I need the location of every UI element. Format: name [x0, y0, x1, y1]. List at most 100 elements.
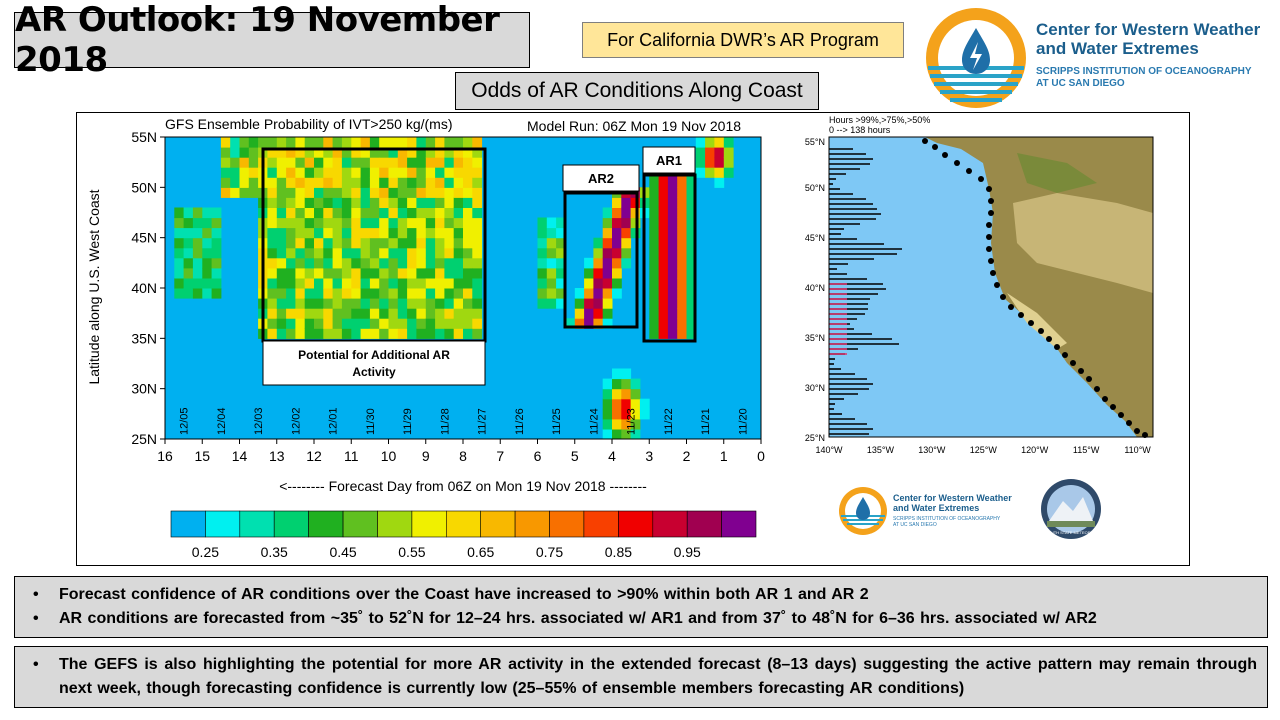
date-tick-label: 12/05 [179, 407, 191, 435]
heatmap-cell [388, 137, 399, 148]
heatmap-cell [444, 277, 455, 289]
heatmap-cell [695, 157, 706, 168]
date-tick-label: 11/21 [700, 408, 712, 435]
date-tick-label: 12/04 [216, 407, 228, 435]
heatmap-cell [695, 147, 706, 158]
heatmap-cell [667, 247, 678, 259]
heatmap-cell [472, 147, 483, 158]
heatmap-cell [351, 147, 362, 158]
heatmap-cell [276, 277, 287, 289]
date-tick-label: 11/30 [365, 408, 377, 435]
heatmap-cell [379, 318, 389, 329]
coast-point [988, 210, 994, 216]
heatmap-cell [593, 267, 604, 279]
heatmap-cell [602, 308, 613, 319]
x-tick-label: 13 [269, 448, 285, 464]
heatmap-cells [174, 137, 734, 440]
heatmap-cell [397, 217, 408, 229]
x-tick-label: 8 [459, 448, 467, 464]
heatmap-cell [444, 227, 455, 239]
heatmap-cell [723, 147, 734, 158]
coast-point [1086, 376, 1092, 382]
heatmap-cell [276, 247, 287, 259]
heatmap-cell [211, 237, 222, 249]
heatmap-cell [546, 277, 557, 289]
heatmap-cell [379, 308, 389, 319]
heatmap-cell [369, 217, 380, 229]
heatmap-cell [453, 298, 464, 309]
heatmap-cell [341, 167, 352, 178]
heatmap-cell [183, 227, 194, 239]
heatmap-cell [323, 308, 334, 319]
heatmap-cell [286, 318, 296, 329]
heatmap-cell [472, 227, 483, 239]
heatmap-cell [416, 157, 427, 168]
bullets-top: • Forecast confidence of AR conditions ov… [14, 576, 1268, 638]
heatmap-cell [267, 267, 278, 279]
heatmap-cell [649, 298, 660, 309]
heatmap-cell [220, 187, 231, 198]
heatmap-cell [612, 247, 622, 259]
heatmap-cell [248, 137, 259, 148]
heatmap-cell [463, 318, 473, 329]
heatmap-cell [174, 227, 185, 239]
heatmap-cell [658, 197, 669, 208]
heatmap-cell [435, 288, 445, 299]
heatmap-cell [593, 237, 604, 249]
coast-map: Hours >99%,>75%,>50% 0 --> 138 hours 55°… [805, 115, 1154, 455]
heatmap-cell [602, 398, 613, 410]
heatmap-cell [276, 318, 287, 329]
heatmap-cell [314, 197, 324, 208]
small-org-line1: Center for Western Weather [893, 493, 1012, 503]
heatmap-cell [621, 368, 632, 380]
heatmap-cell [667, 298, 678, 309]
page-title: AR Outlook: 19 November 2018 [14, 0, 530, 80]
heatmap-cell [667, 227, 678, 239]
heatmap-cell [705, 157, 715, 168]
colorbar-label: 0.55 [398, 544, 425, 560]
heatmap-cell [295, 288, 306, 299]
heatmap-cell [658, 227, 669, 239]
x-tick-label: 0 [757, 448, 765, 464]
heatmap-cell [239, 177, 250, 188]
heatmap-cell [537, 227, 548, 239]
ar1-box [642, 173, 697, 343]
heatmap-cell [667, 207, 678, 219]
heatmap-cell [332, 298, 343, 309]
heatmap-cell [546, 237, 557, 249]
heatmap-cell [295, 177, 306, 188]
heatmap-cell [397, 147, 408, 158]
heatmap-cell [602, 217, 613, 229]
heatmap-cell [435, 267, 445, 279]
heatmap-cell [435, 277, 445, 289]
heatmap-cell [639, 408, 650, 420]
heatmap-cell [602, 318, 613, 329]
heatmap-cell [369, 197, 380, 208]
bullets-bottom: • The GEFS is also highlighting the poten… [14, 646, 1268, 708]
heatmap-cell [397, 207, 408, 219]
heatmap-cell [556, 288, 566, 299]
heatmap-cell [286, 217, 296, 229]
heatmap-cell [369, 137, 380, 148]
heatmap-cell [407, 298, 417, 309]
heatmap-cell [314, 137, 324, 148]
heatmap-cell [286, 177, 296, 188]
heatmap-cell [602, 378, 613, 390]
heatmap-cell [602, 237, 613, 249]
heatmap-cell [388, 257, 399, 269]
heatmap-cell [220, 147, 231, 158]
heatmap-cell [556, 257, 566, 269]
heatmap-cell [351, 318, 362, 329]
heatmap-cell [379, 147, 389, 158]
x-tick-label: 5 [571, 448, 579, 464]
x-axis-label: <-------- Forecast Day from 06Z on Mon 1… [279, 478, 647, 494]
heatmap-cell [314, 227, 324, 239]
heatmap-cell [332, 197, 343, 208]
heatmap-cell [444, 157, 455, 168]
heatmap-cell [183, 237, 194, 249]
heatmap-cell [314, 147, 324, 158]
heatmap-cell [537, 217, 548, 229]
heatmap-cell [677, 328, 687, 339]
heatmap-cell [314, 177, 324, 188]
heatmap-cell [649, 267, 660, 279]
